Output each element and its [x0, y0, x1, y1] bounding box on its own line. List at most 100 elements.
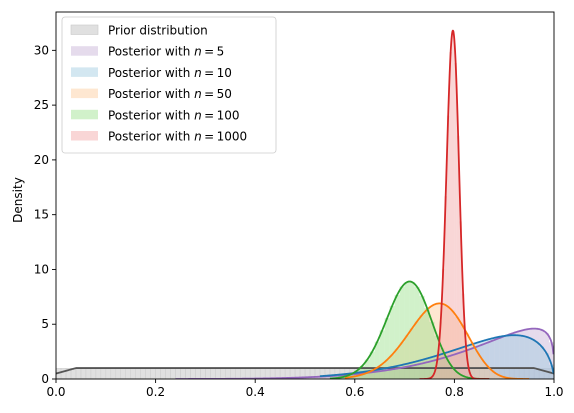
histogram-bar: [424, 362, 430, 379]
histogram-bar: [409, 282, 415, 379]
histogram-bar: [240, 368, 246, 379]
histogram-bar: [449, 310, 455, 379]
histogram-bar: [469, 342, 475, 379]
legend-swatch: [71, 46, 98, 56]
histogram-bar: [359, 373, 365, 379]
histogram-bar: [95, 368, 102, 379]
histogram-bar: [249, 368, 256, 379]
histogram-bar: [474, 346, 480, 379]
histogram-bar: [230, 368, 236, 379]
y-tick-label: 25: [34, 98, 49, 112]
histogram-bar: [431, 375, 435, 379]
histogram-bar: [446, 115, 450, 379]
histogram-bar: [60, 368, 67, 379]
histogram-bar: [456, 135, 460, 379]
histogram-bar: [384, 318, 390, 379]
histogram-bar: [404, 335, 410, 379]
histogram-bar: [200, 368, 206, 379]
histogram-bar: [494, 337, 500, 379]
histogram-bar: [369, 372, 375, 379]
legend-swatch: [71, 109, 98, 120]
histogram-bar: [235, 368, 241, 379]
histogram-bar: [185, 368, 191, 379]
histogram-bar: [504, 335, 510, 379]
x-tick-label: 0.6: [345, 385, 364, 399]
histogram-bar: [359, 374, 365, 379]
histogram-bar: [499, 337, 505, 379]
histogram-bar: [399, 342, 405, 379]
histogram-bar: [399, 286, 405, 379]
histogram-bar: [544, 333, 550, 379]
histogram-bar: [414, 364, 420, 379]
histogram-bar: [389, 305, 395, 379]
legend-swatch: [71, 88, 98, 99]
histogram-bar: [449, 350, 455, 379]
legend-label: Posterior with n = 10: [108, 66, 232, 80]
histogram-bar: [409, 365, 415, 379]
histogram-bar: [469, 348, 475, 379]
y-tick-label: 30: [34, 43, 49, 57]
histogram-bar: [334, 374, 340, 379]
histogram-bar: [220, 368, 226, 379]
histogram-bar: [469, 344, 475, 379]
kde-line-posterior-n-100: [329, 280, 490, 379]
histogram-bar: [499, 336, 505, 379]
y-axis-label: Density: [11, 177, 25, 223]
legend-label: Posterior with n = 1000: [108, 130, 247, 144]
histogram-bar: [374, 341, 380, 379]
histogram-bar: [544, 353, 550, 379]
y-tick-label: 20: [34, 153, 49, 167]
histogram-bar: [444, 305, 450, 379]
histogram-bar: [394, 294, 400, 379]
histogram-bar: [394, 368, 400, 379]
histogram-bar: [439, 354, 445, 379]
histogram-bar: [379, 330, 385, 379]
x-tick-label: 0.4: [246, 385, 265, 399]
histogram-bar: [105, 368, 112, 379]
histogram-bar: [509, 335, 515, 379]
histogram-bar: [484, 339, 490, 379]
histogram-bar: [85, 368, 92, 379]
histogram-bar: [454, 371, 460, 379]
histogram-bar: [364, 359, 370, 379]
histogram-bar: [439, 321, 442, 379]
histogram-bar: [454, 62, 457, 379]
histogram-bar: [549, 342, 554, 379]
histogram-bar: [419, 295, 425, 379]
histogram-bar: [205, 368, 211, 379]
histogram-bar: [309, 377, 315, 379]
histogram-bar: [389, 369, 395, 379]
histogram-bar: [434, 303, 440, 379]
histogram-bar: [399, 364, 405, 379]
histogram-bar: [459, 352, 465, 379]
histogram-bar: [324, 376, 330, 379]
histogram-bar: [369, 351, 375, 379]
histogram-bar: [75, 368, 82, 379]
histogram-bar: [329, 375, 335, 379]
histogram-bar: [374, 369, 380, 379]
histogram-bar: [459, 221, 462, 379]
histogram-bar: [389, 366, 395, 379]
histogram-bar: [474, 342, 480, 379]
histogram-bar: [80, 368, 87, 379]
histogram-bar: [160, 368, 166, 379]
histogram-bar: [225, 368, 231, 379]
histogram-bar: [429, 321, 435, 379]
histogram-bar: [140, 368, 146, 379]
histogram-bar: [165, 368, 171, 379]
histogram-bar: [484, 365, 490, 379]
histogram-bar: [180, 368, 186, 379]
histogram-bar: [454, 316, 460, 379]
legend-entry: Posterior with n = 5: [71, 45, 224, 59]
x-tick-label: 1.0: [544, 385, 563, 399]
x-tick-label: 0.8: [445, 385, 464, 399]
histogram-bar: [489, 341, 495, 379]
histogram-bar: [190, 368, 196, 379]
histogram-bar: [414, 361, 420, 379]
histogram-bar: [254, 368, 261, 379]
legend-entry: Posterior with n = 100: [71, 108, 240, 122]
legend-swatch: [70, 24, 99, 35]
histogram-bar: [466, 364, 470, 379]
histogram-bar: [414, 286, 420, 379]
histogram-bar: [464, 350, 470, 379]
